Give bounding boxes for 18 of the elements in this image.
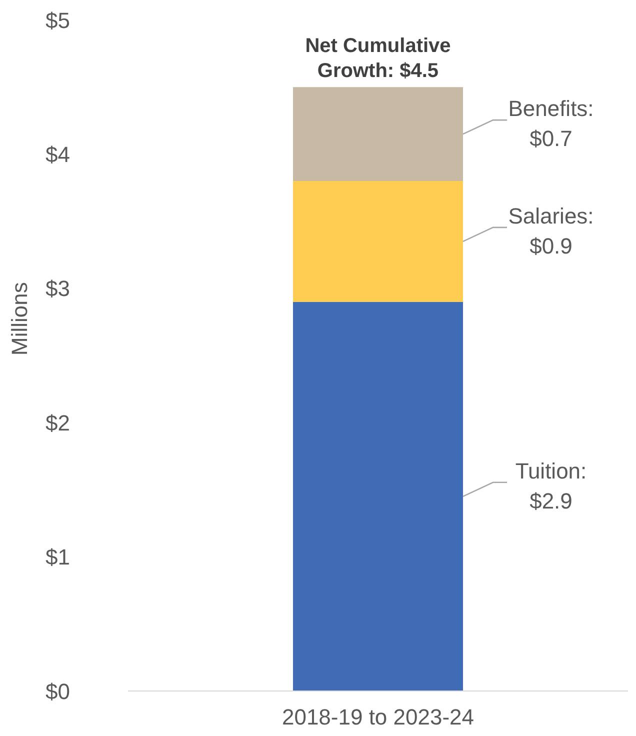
data-label: $0.7 xyxy=(530,126,572,152)
bar xyxy=(293,302,463,691)
y-axis-title: Millions xyxy=(6,282,32,356)
text: Salaries: xyxy=(508,203,594,228)
bar xyxy=(293,87,463,182)
total-label: Net Cumulative Growth: $4.5 xyxy=(305,35,451,82)
text: Tuition: xyxy=(515,458,587,484)
y-tick-label: $3 xyxy=(46,276,70,302)
x-tick-label: 2018-19 to 2023-24 xyxy=(282,704,474,730)
bar xyxy=(293,181,463,302)
text: Benefits: xyxy=(508,96,594,122)
y-tick-label: $0 xyxy=(46,678,70,704)
data-label: $2.9 xyxy=(530,488,572,514)
y-tick-label: $1 xyxy=(46,544,70,570)
y-tick-label: $2 xyxy=(46,410,70,436)
y-tick-label: $5 xyxy=(46,8,70,33)
data-label: $0.9 xyxy=(530,233,572,258)
y-tick-label: $4 xyxy=(46,142,70,168)
